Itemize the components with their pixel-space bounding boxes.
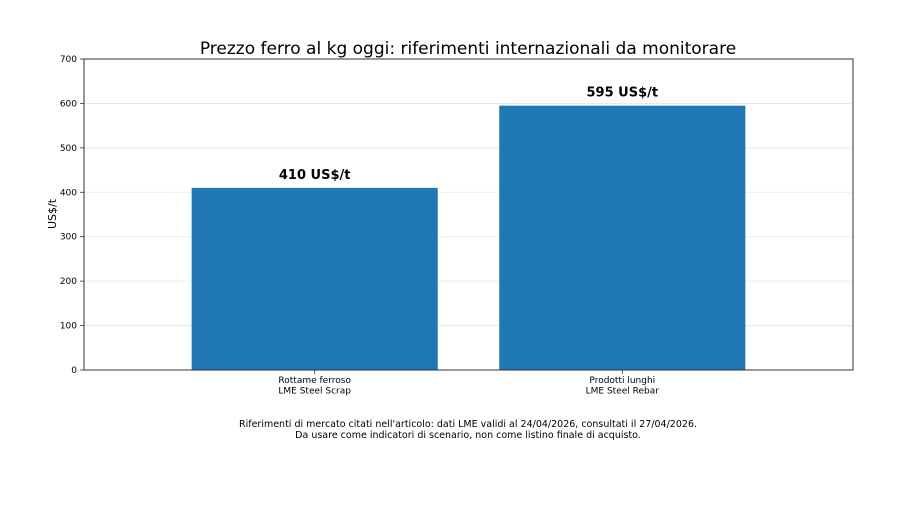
y-tick-label: 400	[60, 188, 77, 198]
y-tick-label: 100	[60, 322, 77, 332]
bar	[191, 187, 438, 370]
y-tick-label: 200	[60, 277, 77, 287]
x-tick-label: LME Steel Scrap	[278, 387, 351, 397]
footnote-line-1: Riferimenti di mercato citati nell'artic…	[239, 419, 697, 430]
x-tick-label: Prodotti lunghi	[589, 376, 655, 386]
x-tick-label: LME Steel Rebar	[586, 387, 660, 397]
y-tick-label: 600	[60, 99, 77, 109]
chart-title: Prezzo ferro al kg oggi: riferimenti int…	[200, 39, 736, 59]
y-tick-label: 300	[60, 233, 77, 243]
plot-frame	[83, 58, 854, 371]
y-tick-label: 700	[60, 55, 77, 65]
y-tick-labels: 0 100 200 300 400 500 600 700	[60, 55, 84, 376]
y-axis-label: US$/t	[46, 198, 59, 229]
bars	[191, 105, 746, 371]
y-tick-label: 500	[60, 144, 77, 154]
bar	[499, 105, 746, 371]
footnote-line-2: Da usare come indicatori di scenario, no…	[295, 430, 641, 441]
x-tick-label: Rottame ferroso	[278, 376, 351, 386]
data-labels: 410 US$/t 595 US$/t	[279, 86, 658, 183]
data-label: 410 US$/t	[279, 168, 351, 183]
y-tick-label: 0	[71, 366, 77, 376]
data-label: 595 US$/t	[587, 86, 659, 101]
